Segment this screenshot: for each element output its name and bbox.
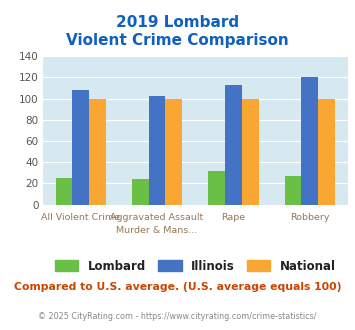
Bar [285, 176, 301, 205]
Text: Aggravated Assault: Aggravated Assault [110, 213, 204, 222]
Text: Rape: Rape [222, 213, 245, 222]
Bar [301, 77, 318, 205]
Text: Murder & Mans...: Murder & Mans... [116, 226, 198, 235]
Text: Robbery: Robbery [290, 213, 329, 222]
Bar [208, 171, 225, 205]
Bar [225, 85, 242, 205]
Text: Violent Crime Comparison: Violent Crime Comparison [66, 33, 289, 48]
Bar [89, 99, 106, 205]
Bar [318, 99, 335, 205]
Bar [242, 99, 258, 205]
Bar [165, 99, 182, 205]
Text: © 2025 CityRating.com - https://www.cityrating.com/crime-statistics/: © 2025 CityRating.com - https://www.city… [38, 312, 317, 321]
Text: All Violent Crime: All Violent Crime [41, 213, 120, 222]
Text: Compared to U.S. average. (U.S. average equals 100): Compared to U.S. average. (U.S. average … [14, 282, 341, 292]
Bar [132, 179, 149, 205]
Text: 2019 Lombard: 2019 Lombard [116, 15, 239, 30]
Bar [149, 96, 165, 205]
Legend: Lombard, Illinois, National: Lombard, Illinois, National [50, 255, 340, 278]
Bar [56, 178, 72, 205]
Bar [72, 90, 89, 205]
